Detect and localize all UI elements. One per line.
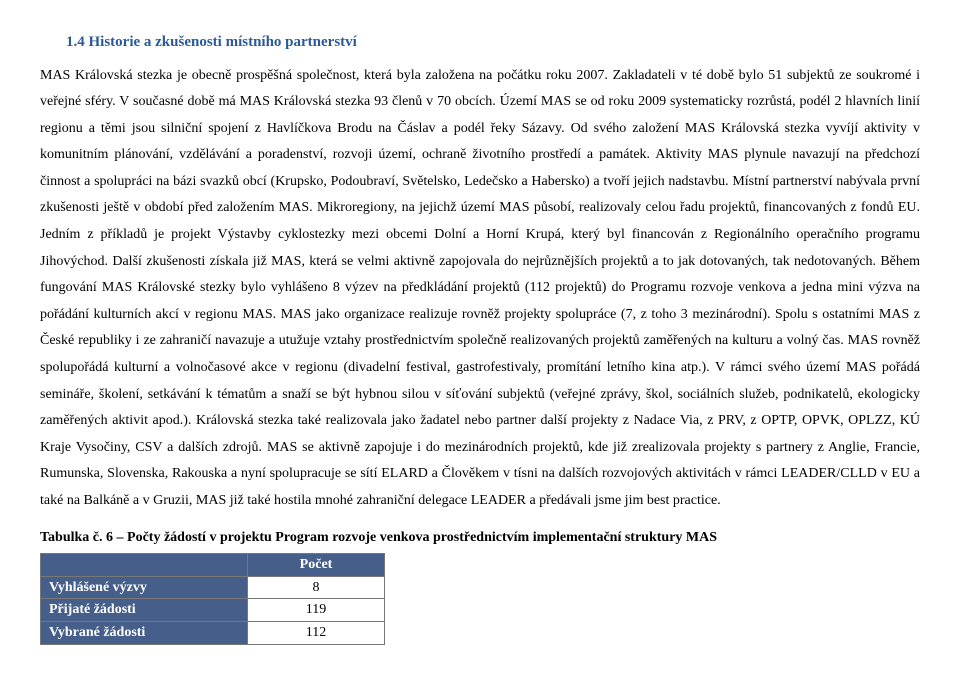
table-header-blank	[41, 554, 248, 577]
table-row: Vybrané žádosti 112	[41, 621, 385, 644]
table-row: Přijaté žádosti 119	[41, 599, 385, 622]
table-row: Vyhlášené výzvy 8	[41, 576, 385, 599]
table-header-count: Počet	[248, 554, 385, 577]
table-caption: Tabulka č. 6 – Počty žádostí v projektu …	[40, 525, 920, 552]
row-value: 8	[248, 576, 385, 599]
section-heading: 1.4 Historie a zkušenosti místního partn…	[40, 28, 920, 57]
row-label: Vyhlášené výzvy	[41, 576, 248, 599]
row-label: Vybrané žádosti	[41, 621, 248, 644]
row-value: 112	[248, 621, 385, 644]
counts-table: Počet Vyhlášené výzvy 8 Přijaté žádosti …	[40, 553, 385, 644]
row-label: Přijaté žádosti	[41, 599, 248, 622]
row-value: 119	[248, 599, 385, 622]
table-header-row: Počet	[41, 554, 385, 577]
body-paragraph: MAS Královská stezka je obecně prospěšná…	[40, 63, 920, 515]
